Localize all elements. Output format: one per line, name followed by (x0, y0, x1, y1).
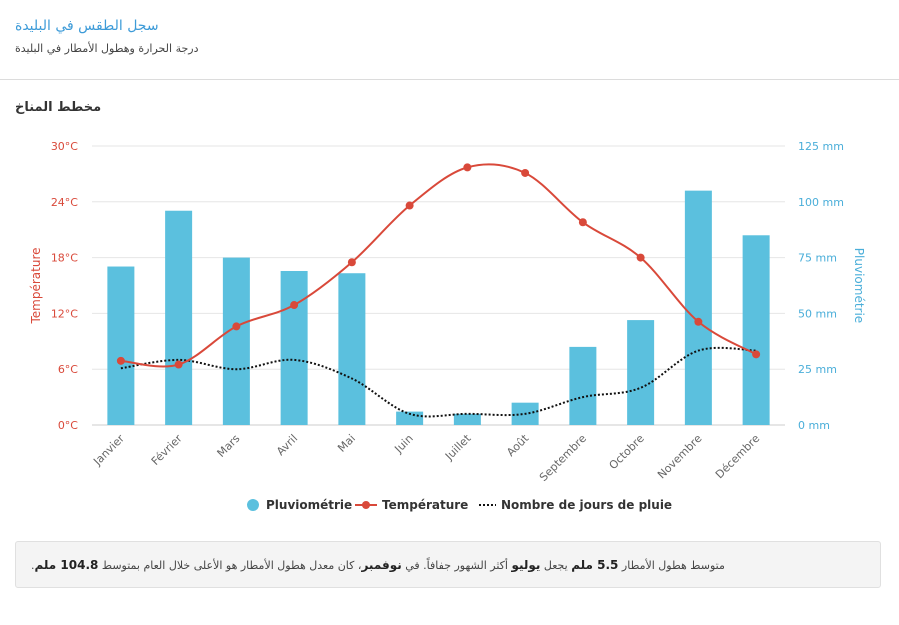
legend-temperature-marker (362, 501, 370, 509)
y-right-tick-label: 50 mm (798, 307, 837, 320)
summary-wettest-value: 104.8 ملم (34, 558, 99, 572)
point-temperature (752, 350, 761, 359)
y-left-tick-label: 18°C (51, 252, 78, 265)
y-left-tick-label: 24°C (51, 196, 78, 209)
point-temperature (174, 360, 183, 369)
climate-chart: 0°C 0 mm 6°C 25 mm 12°C 50 mm 18°C 75 mm 24°C 100… (29, 140, 866, 512)
x-tick-label: Janvier (90, 432, 127, 469)
legend-pluviometrie-label: Pluviométrie (266, 498, 352, 512)
y-left-tick-label: 30°C (51, 140, 78, 153)
summary-driest-month: يوليو (511, 558, 541, 572)
x-tick-label: Octobre (607, 432, 647, 472)
bar-pluviometrie (627, 320, 655, 425)
point-temperature (521, 168, 530, 177)
bar-pluviometrie (742, 235, 770, 425)
x-tick-label: Juillet (442, 431, 474, 463)
point-temperature (116, 356, 125, 365)
line-jours-de-pluie (120, 346, 757, 418)
summary-text-5: . (31, 559, 35, 572)
summary-text-2: يجعل (540, 559, 572, 572)
x-tick-label: Mars (215, 432, 243, 460)
legend-rain-days-label: Nombre de jours de pluie (501, 498, 672, 512)
x-tick-label: Mai (335, 432, 358, 455)
point-temperature (636, 253, 645, 262)
x-tick-label: Novembre (655, 432, 705, 482)
y-left-tick-label: 6°C (58, 363, 78, 376)
bar-pluviometrie (165, 210, 193, 425)
summary-driest-value: 5.5 ملم (571, 558, 619, 572)
x-tick-label: Août (504, 431, 532, 459)
point-temperature (578, 218, 587, 227)
bar-pluviometrie (453, 413, 481, 425)
summary-text-1: متوسط هطول الأمطار (618, 559, 725, 572)
y-right-tick-label: 0 mm (798, 419, 830, 432)
bar-pluviometrie (280, 270, 308, 425)
y-right-tick-label: 25 mm (798, 363, 837, 376)
bar-pluviometrie (684, 190, 712, 425)
legend-pluviometrie-marker (247, 499, 259, 511)
summary-text-4: ، كان معدل هطول الأمطار هو الأعلى خلال ا… (98, 559, 362, 572)
y-right-tick-label: 75 mm (798, 252, 837, 265)
page-header: سجل الطقس في البليدة درجة الحرارة وهطول … (0, 0, 899, 80)
x-tick-label: Avril (274, 432, 300, 458)
chart-section-title: مخطط المناخ (15, 100, 102, 115)
x-tick-label: Septembre (537, 432, 589, 484)
y-left-tick-label: 0°C (58, 419, 78, 432)
y-right-axis-title: Pluviométrie (852, 248, 866, 323)
y-right-tick-label: 125 mm (798, 140, 844, 153)
x-tick-label: Décembre (713, 432, 763, 482)
summary-text-3: أكثر الشهور جفافاً. في (401, 559, 512, 572)
climate-summary-box: متوسط هطول الأمطار 5.5 ملم يجعل يوليو أك… (15, 541, 881, 588)
point-temperature (694, 317, 703, 326)
x-tick-label: Février (149, 432, 185, 468)
point-temperature (347, 258, 356, 267)
y-right-tick-label: 100 mm (798, 196, 844, 209)
y-left-axis-title: Température (29, 247, 43, 324)
bar-pluviometrie (338, 273, 366, 425)
point-temperature (232, 322, 241, 331)
y-left-tick-label: 12°C (51, 307, 78, 320)
line-temperature (120, 163, 757, 368)
legend-temperature-label: Température (382, 498, 468, 512)
bar-pluviometrie (569, 346, 597, 425)
page-title: سجل الطقس في البليدة (15, 18, 159, 34)
point-temperature (405, 201, 414, 210)
summary-wettest-month: نوفمبر (361, 558, 402, 572)
bar-pluviometrie (222, 257, 250, 425)
point-temperature (290, 301, 299, 310)
bar-pluviometrie (396, 411, 424, 425)
point-temperature (463, 163, 472, 172)
bar-pluviometrie (107, 266, 135, 425)
x-tick-label: Juin (392, 432, 416, 456)
page-subtitle: درجة الحرارة وهطول الأمطار في البليدة (15, 42, 199, 55)
